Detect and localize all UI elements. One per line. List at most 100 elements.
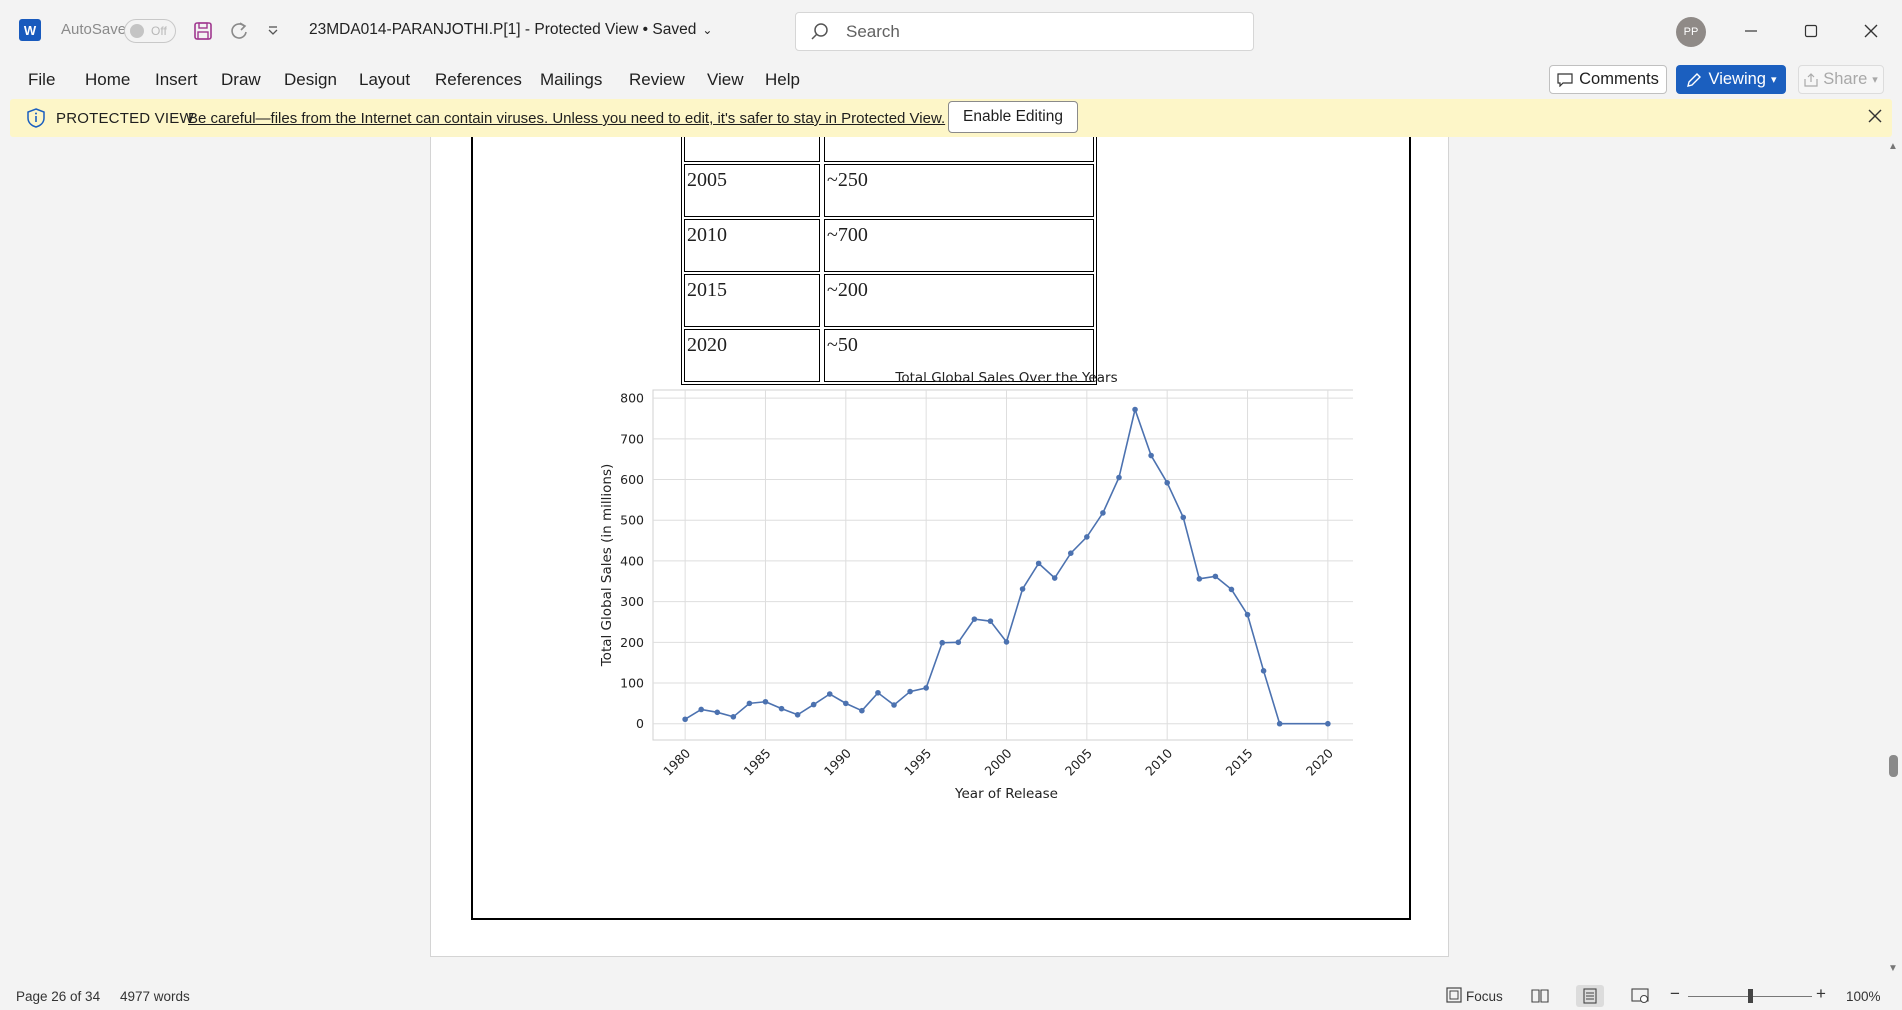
protected-view-bar: PROTECTED VIEW Be careful—files from the… — [10, 99, 1892, 137]
data-point — [1067, 550, 1074, 556]
x-tick-label: 1995 — [901, 746, 934, 779]
pen-icon — [1687, 72, 1702, 87]
autosave-label: AutoSave — [61, 21, 127, 38]
zoom-level[interactable]: 100% — [1846, 989, 1881, 1004]
tab-insert[interactable]: Insert — [155, 70, 198, 89]
focus-icon[interactable] — [1445, 986, 1463, 1007]
document-canvas[interactable]: 2005 ~250 2010 ~700 2015 ~200 2020 ~50 1980 1985… — [0, 137, 1884, 981]
close-icon[interactable] — [1851, 14, 1891, 48]
table-cell-sales: ~700 — [824, 219, 1094, 272]
maximize-icon[interactable] — [1791, 14, 1831, 48]
document-title[interactable]: 23MDA014-PARANJOTHI.P[1] - Protected Vie… — [309, 21, 712, 39]
scroll-thumb[interactable] — [1889, 755, 1898, 777]
status-bar: Page 26 of 34 4977 words Focus − + 100% — [0, 981, 1902, 1010]
autosave-toggle[interactable]: Off — [124, 19, 176, 43]
data-point — [698, 706, 705, 713]
share-icon — [1804, 72, 1818, 87]
word-count[interactable]: 4977 words — [120, 989, 190, 1004]
chevron-down-icon: ⌄ — [702, 23, 713, 37]
data-point — [1035, 560, 1042, 567]
focus-label[interactable]: Focus — [1466, 989, 1503, 1004]
data-point — [1019, 586, 1026, 592]
data-point — [1132, 406, 1138, 413]
search-placeholder: Search — [846, 22, 900, 41]
redo-icon[interactable] — [226, 18, 252, 44]
data-point — [843, 700, 849, 707]
share-button[interactable]: Share ▾ — [1798, 65, 1884, 94]
comments-button[interactable]: Comments — [1549, 65, 1667, 94]
y-tick-label: 0 — [636, 716, 644, 731]
table-cell-sales: ~200 — [824, 274, 1094, 327]
autosave-state: Off — [151, 24, 167, 38]
tab-view[interactable]: View — [707, 70, 744, 89]
table-row — [682, 137, 1096, 162]
tab-review[interactable]: Review — [629, 70, 685, 89]
avatar[interactable]: PP — [1676, 17, 1706, 47]
tab-file[interactable]: File — [28, 70, 56, 89]
viewing-mode-button[interactable]: Viewing ▾ — [1676, 65, 1786, 94]
tab-design[interactable]: Design — [284, 70, 337, 89]
data-point — [682, 716, 688, 723]
scroll-down-icon[interactable]: ▼ — [1888, 963, 1898, 974]
data-point — [1260, 668, 1267, 674]
x-tick-label: 2010 — [1142, 745, 1175, 778]
customize-toolbar-icon[interactable] — [260, 18, 286, 44]
chart-title: Total Global Sales Over the Years — [894, 370, 1117, 386]
minimize-icon[interactable] — [1731, 14, 1771, 48]
zoom-out-icon[interactable]: − — [1670, 984, 1680, 1003]
web-layout-icon[interactable] — [1626, 985, 1654, 1007]
data-point — [891, 702, 897, 708]
data-point — [923, 685, 929, 691]
y-tick-label: 500 — [620, 513, 644, 528]
document-page[interactable]: 2005 ~250 2010 ~700 2015 ~200 2020 ~50 1980 1985… — [430, 137, 1449, 957]
y-tick-label: 100 — [620, 676, 644, 691]
table-cell-year — [684, 137, 820, 162]
search-icon — [810, 22, 830, 47]
search-input[interactable]: Search — [795, 12, 1254, 51]
tab-layout[interactable]: Layout — [359, 70, 411, 89]
data-point — [1003, 639, 1010, 645]
save-icon[interactable] — [190, 18, 216, 44]
data-point — [778, 705, 785, 712]
data-point — [875, 689, 881, 696]
plot-area — [652, 389, 1353, 741]
table-cell-year: 2015 — [684, 274, 820, 327]
y-tick-label: 200 — [620, 635, 644, 650]
tab-references[interactable]: References — [435, 70, 522, 89]
chevron-down-icon: ▾ — [1872, 74, 1878, 86]
scroll-up-icon[interactable]: ▲ — [1888, 141, 1898, 152]
data-point — [1148, 452, 1154, 459]
data-point — [1116, 474, 1122, 481]
tab-help[interactable]: Help — [765, 70, 800, 89]
table-cell-year: 2005 — [684, 164, 820, 217]
data-point — [1228, 586, 1235, 593]
x-tick-label: 2015 — [1223, 746, 1256, 779]
zoom-in-icon[interactable]: + — [1816, 984, 1826, 1003]
enable-editing-button[interactable]: Enable Editing — [948, 101, 1078, 133]
close-icon[interactable] — [1868, 109, 1882, 128]
ribbon-tabs: File Home Insert Draw Design Layout Refe… — [0, 62, 1902, 100]
data-point — [1196, 576, 1203, 582]
read-mode-icon[interactable] — [1526, 985, 1554, 1007]
data-point — [1180, 514, 1187, 521]
data-point — [1276, 720, 1283, 727]
tab-mailings[interactable]: Mailings — [540, 70, 603, 89]
y-tick-label: 600 — [620, 472, 644, 487]
vertical-scrollbar[interactable]: ▲ ▼ — [1884, 137, 1902, 981]
x-tick-label: 2000 — [982, 745, 1015, 778]
comment-icon — [1557, 72, 1573, 87]
print-layout-icon[interactable] — [1576, 985, 1604, 1007]
share-label: Share — [1823, 70, 1868, 88]
word-app-icon: W — [19, 19, 41, 41]
tab-home[interactable]: Home — [85, 70, 131, 89]
table-cell-sales — [824, 137, 1094, 162]
tab-draw[interactable]: Draw — [221, 70, 261, 89]
zoom-slider-thumb[interactable] — [1748, 989, 1753, 1003]
viewing-label: Viewing — [1708, 70, 1766, 88]
x-tick-label: 2020 — [1303, 745, 1336, 778]
protected-view-message-link[interactable]: Be careful—files from the Internet can c… — [188, 110, 946, 127]
data-point — [1325, 720, 1331, 727]
page-count[interactable]: Page 26 of 34 — [16, 989, 101, 1004]
title-bar: W AutoSave Off 23MDA014-PARANJOTHI.P[1] … — [0, 0, 1902, 62]
table-cell-year: 2020 — [684, 329, 820, 382]
